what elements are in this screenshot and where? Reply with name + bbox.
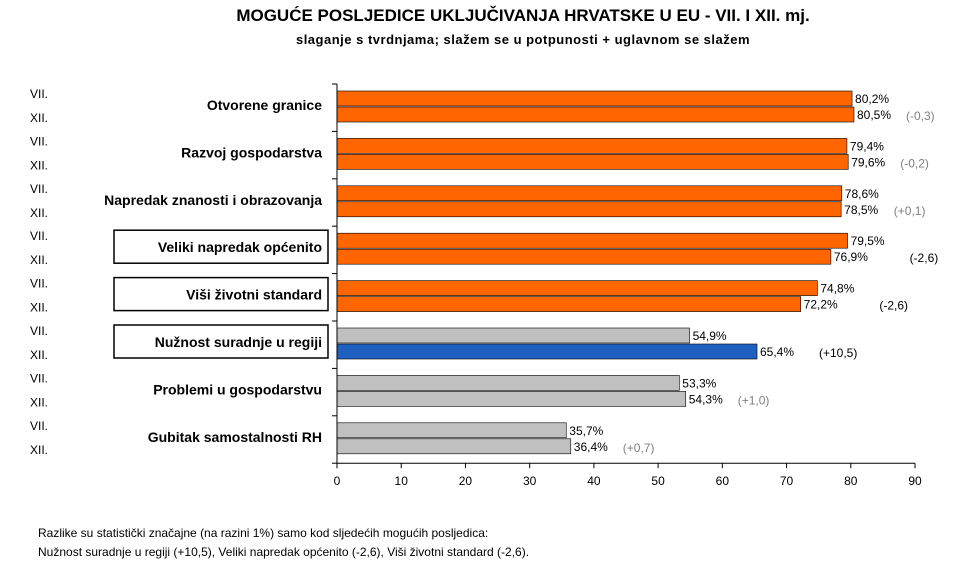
category-label: Napredak znanosti i obrazovanja [104, 192, 322, 208]
period-label-vii: VII. [30, 419, 48, 433]
period-label-xii: XII. [30, 443, 48, 457]
category-label-box [113, 324, 329, 359]
bar-xii [336, 391, 687, 407]
footnote-line-1: Razlike su statistički značajne (na razi… [38, 526, 489, 540]
difference-label: (+10,5) [819, 346, 857, 360]
bar-xii [336, 296, 801, 312]
difference-label: (-0,2) [900, 156, 929, 170]
bar-vii [336, 90, 853, 107]
bar-xii [336, 343, 758, 360]
x-tick-label: 70 [780, 474, 794, 488]
category-label: Otvorene granice [207, 97, 322, 113]
x-tick-label: 50 [651, 474, 665, 488]
data-label-xii: 80,5% [857, 108, 891, 122]
bar-vii [336, 185, 843, 202]
period-label-xii: XII. [30, 206, 48, 220]
period-label-xii: XII. [30, 301, 48, 315]
data-label-vii: 80,2% [855, 92, 889, 106]
category-label: Viši životni standard [186, 287, 322, 303]
bar-vii [336, 280, 818, 296]
x-tick-label: 90 [908, 474, 922, 488]
difference-label: (+0,7) [623, 441, 655, 455]
difference-label: (-2,6) [879, 299, 908, 313]
bar-vii [336, 138, 848, 154]
x-tick-label: 60 [716, 474, 730, 488]
bar-xii [336, 201, 842, 218]
category-label: Gubitak samostalnosti RH [148, 429, 322, 445]
period-label-vii: VII. [30, 324, 48, 338]
difference-label: (+0,1) [894, 204, 926, 218]
bar-xii [336, 248, 832, 265]
data-label-xii: 72,2% [804, 298, 838, 312]
data-label-xii: 54,3% [689, 392, 723, 406]
x-tick-label: 40 [587, 474, 601, 488]
period-label-vii: VII. [30, 87, 48, 101]
category-label: Razvoj gospodarstva [181, 144, 322, 160]
difference-label: (-2,6) [910, 251, 939, 265]
bar-vii [336, 375, 680, 391]
chart-title: MOGUĆE POSLJEDICE UKLJUČIVANJA HRVATSKE … [236, 6, 810, 25]
x-tick-label: 30 [523, 474, 537, 488]
period-label-xii: XII. [30, 111, 48, 125]
category-label-box [113, 276, 329, 312]
bar-vii [336, 327, 690, 344]
period-label-vii: VII. [30, 371, 48, 385]
data-label-vii: 35,7% [569, 424, 603, 438]
data-label-vii: 53,3% [682, 376, 716, 390]
x-tick-label: 0 [334, 474, 341, 488]
data-label-vii: 79,5% [851, 234, 885, 248]
period-label-vii: VII. [30, 134, 48, 148]
data-label-xii: 65,4% [760, 345, 794, 359]
data-label-vii: 74,8% [820, 282, 854, 296]
data-label-xii: 78,5% [844, 203, 878, 217]
bar-xii [336, 106, 855, 123]
period-label-xii: XII. [30, 158, 48, 172]
difference-label: (-0,3) [906, 109, 935, 123]
chart-subtitle: slaganje s tvrdnjama; slažem se u potpun… [295, 32, 751, 47]
data-label-xii: 36,4% [574, 440, 608, 454]
period-label-xii: XII. [30, 395, 48, 409]
category-label: Problemi u gospodarstvu [153, 381, 322, 397]
period-label-vii: VII. [30, 277, 48, 291]
x-tick-label: 20 [459, 474, 473, 488]
x-tick-label: 10 [395, 474, 409, 488]
category-label: Veliki napredak općenito [158, 239, 322, 255]
data-label-xii: 76,9% [834, 250, 868, 264]
data-label-xii: 79,6% [851, 155, 885, 169]
data-label-vii: 54,9% [693, 329, 727, 343]
period-label-xii: XII. [30, 253, 48, 267]
data-label-vii: 79,4% [850, 139, 884, 153]
x-tick-label: 80 [844, 474, 858, 488]
period-label-xii: XII. [30, 348, 48, 362]
bar-vii [336, 422, 567, 439]
data-label-vii: 78,6% [845, 187, 879, 201]
bar-xii [336, 438, 572, 455]
bar-vii [336, 232, 848, 249]
difference-label: (+1,0) [738, 393, 770, 407]
period-label-vii: VII. [30, 182, 48, 196]
bar-xii [336, 154, 849, 170]
period-label-vii: VII. [30, 229, 48, 243]
category-label-box [113, 229, 329, 264]
category-label: Nužnost suradnje u regiji [155, 334, 322, 350]
footnote-line-2: Nužnost suradnje u regiji (+10,5), Velik… [38, 545, 530, 559]
